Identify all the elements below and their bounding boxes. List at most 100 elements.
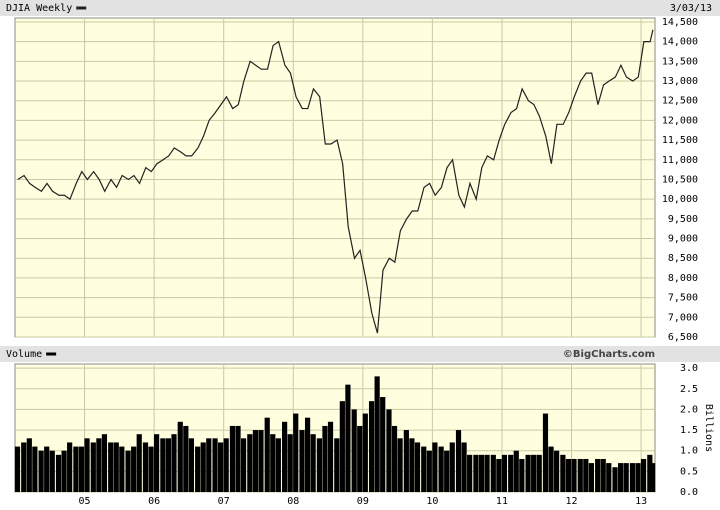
volume-bar xyxy=(403,430,409,492)
volume-bar xyxy=(600,458,606,492)
volume-bar xyxy=(78,446,85,492)
volume-bar xyxy=(14,446,21,492)
volume-bar xyxy=(368,401,375,492)
volume-bar xyxy=(26,438,32,492)
volume-bar xyxy=(44,446,50,492)
volume-bar xyxy=(478,454,485,492)
volume-bar xyxy=(629,463,636,492)
volume-bar xyxy=(61,450,67,492)
volume-bar xyxy=(21,442,27,492)
volume-bar xyxy=(200,442,206,492)
volume-bar xyxy=(177,421,183,492)
x-tick-label: 11 xyxy=(496,496,508,507)
volume-bar xyxy=(223,438,229,492)
volume-header-bar xyxy=(0,346,720,362)
volume-bar xyxy=(206,438,212,492)
y-tick-label: 9,500 xyxy=(668,214,698,225)
y-tick-label: 0.5 xyxy=(680,466,698,477)
x-tick-label: 13 xyxy=(635,496,647,507)
volume-bar xyxy=(38,450,44,492)
volume-bar xyxy=(467,454,473,492)
volume-bar xyxy=(461,442,467,492)
volume-bar xyxy=(577,458,583,492)
volume-bar xyxy=(275,438,281,492)
volume-bar xyxy=(588,463,594,492)
volume-bar xyxy=(322,425,328,492)
volume-bar xyxy=(513,450,519,492)
volume-bar xyxy=(432,442,438,492)
volume-bar xyxy=(647,454,653,492)
volume-bar xyxy=(299,430,305,492)
x-tick-label: 07 xyxy=(218,496,230,507)
volume-bar xyxy=(90,442,96,492)
header-bar xyxy=(0,0,720,16)
volume-bar xyxy=(131,446,137,492)
volume-bar xyxy=(212,438,218,492)
volume-bar xyxy=(519,458,525,492)
volume-bar xyxy=(316,438,322,492)
y-tick-label: 13,500 xyxy=(662,56,698,67)
y-tick-label: 13,000 xyxy=(662,76,698,87)
volume-bar xyxy=(293,413,299,492)
price-plot-area xyxy=(14,17,656,338)
volume-bar xyxy=(252,430,258,492)
volume-bar xyxy=(421,446,427,492)
volume-bar xyxy=(444,450,450,492)
volume-bar xyxy=(165,438,172,492)
volume-bar xyxy=(386,409,392,492)
volume-bar xyxy=(484,454,490,492)
volume-bar xyxy=(635,463,641,492)
volume-bar xyxy=(188,438,194,492)
y-tick-label: 7,000 xyxy=(668,312,698,323)
x-tick-label: 06 xyxy=(148,496,160,507)
volume-bar xyxy=(374,376,380,492)
volume-bar xyxy=(595,458,601,492)
volume-bar xyxy=(508,454,514,492)
volume-bar xyxy=(414,442,421,492)
volume-bar xyxy=(119,446,125,492)
x-tick-label: 10 xyxy=(426,496,438,507)
y-tick-label: 7,500 xyxy=(668,293,698,304)
y-tick-label: 10,500 xyxy=(662,174,698,185)
volume-bar xyxy=(449,442,455,492)
volume-bar xyxy=(229,425,236,492)
volume-bar xyxy=(125,450,131,492)
volume-bar xyxy=(67,442,73,492)
volume-bar xyxy=(218,442,224,492)
volume-bar xyxy=(287,434,293,492)
y-tick-label: 3.0 xyxy=(680,363,698,374)
volume-bar xyxy=(247,434,253,492)
y-tick-label: 6,500 xyxy=(668,332,698,343)
volume-bar xyxy=(542,413,549,492)
volume-bar xyxy=(84,438,90,492)
volume-bar xyxy=(49,450,55,492)
volume-bar xyxy=(171,434,177,492)
x-tick-label: 09 xyxy=(357,496,369,507)
volume-bar xyxy=(618,463,624,492)
volume-bar xyxy=(282,421,288,492)
price-line xyxy=(17,29,654,334)
y-tick-label: 2.5 xyxy=(680,384,698,395)
volume-bar xyxy=(409,438,415,492)
volume-bar xyxy=(391,425,398,492)
volume-bar xyxy=(183,425,189,492)
date-label: 3/03/13 xyxy=(670,3,712,14)
y-tick-label: 11,500 xyxy=(662,135,698,146)
volume-bar xyxy=(650,463,656,492)
source-label: ©BigCharts.com xyxy=(563,349,655,360)
y-tick-label: 2.0 xyxy=(680,404,698,415)
volume-bar xyxy=(136,434,142,492)
volume-bar xyxy=(101,434,108,492)
volume-bar xyxy=(426,450,432,492)
y-tick-label: 14,000 xyxy=(662,37,698,48)
volume-bar xyxy=(623,463,629,492)
y-tick-label: 9,000 xyxy=(668,234,698,245)
volume-bar xyxy=(345,384,351,492)
volume-bar xyxy=(490,454,496,492)
y-tick-label: 14,500 xyxy=(662,17,698,28)
y-axis-label: Billions xyxy=(703,404,714,452)
volume-bar xyxy=(362,413,368,492)
volume-bar xyxy=(73,446,79,492)
volume-bar xyxy=(142,442,149,492)
